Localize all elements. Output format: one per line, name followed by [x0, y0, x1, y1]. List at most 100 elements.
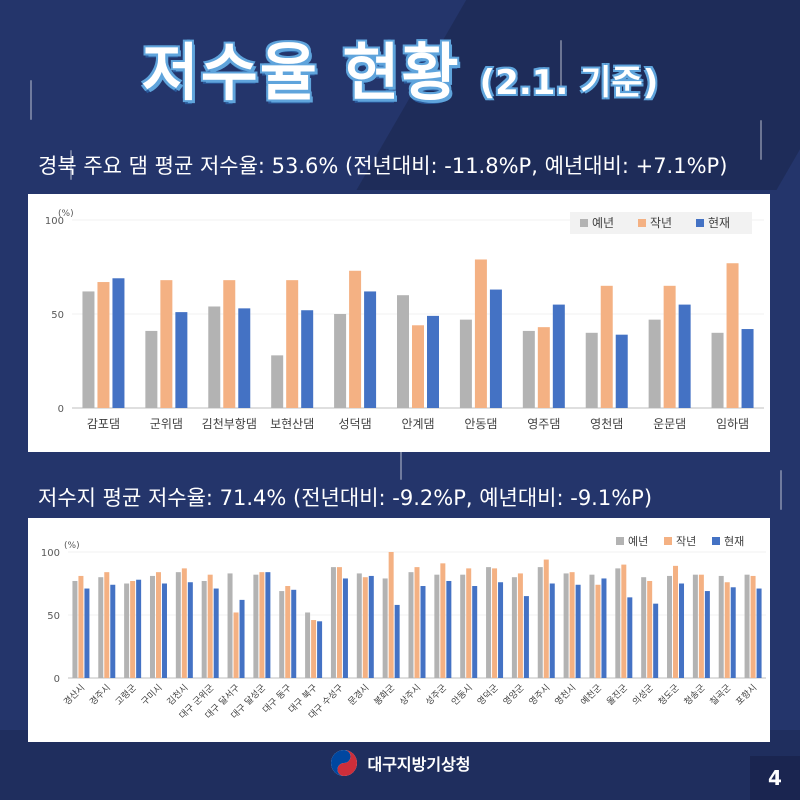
- bar-예년-안동댐: [459, 319, 472, 408]
- bar-예년-김천시: [175, 572, 181, 678]
- bar-예년-대구 북구: [305, 612, 311, 678]
- bar-예년-예천군: [589, 574, 595, 678]
- bar-현재-임하댐: [741, 329, 754, 408]
- bar-작년-문경시: [362, 577, 368, 678]
- bar-예년-영천시: [563, 573, 569, 678]
- bar-현재-영덕군: [498, 582, 504, 678]
- x-tick-label: 김천부항댐: [202, 416, 257, 431]
- bar-작년-상주시: [414, 567, 420, 678]
- bar-작년-안동시: [466, 568, 472, 678]
- bar-예년-문경시: [356, 573, 362, 678]
- x-tick-label: 영천댐: [590, 416, 623, 431]
- bar-현재-대구 군위군: [213, 588, 219, 678]
- bar-현재-상주시: [420, 586, 426, 678]
- x-tick-label: 운문댐: [653, 417, 686, 431]
- bar-작년-김천시: [181, 568, 187, 678]
- x-tick-label: 성덕댐: [339, 417, 372, 431]
- bar-예년-의성군: [641, 577, 647, 678]
- bar-예년-영천댐: [585, 332, 598, 408]
- bar-현재-안동댐: [489, 289, 502, 408]
- bar-예년-대구 수성구: [330, 567, 336, 678]
- bar-현재-감포댐: [112, 278, 125, 408]
- bar-작년-보현산댐: [286, 280, 299, 408]
- bar-예년-군위댐: [145, 330, 158, 408]
- bar-현재-경산시: [84, 588, 90, 678]
- y-tick-label: 50: [51, 310, 64, 321]
- bar-작년-예천군: [595, 584, 601, 678]
- bar-작년-성주군: [440, 563, 446, 678]
- bar-작년-김천부항댐: [223, 280, 236, 408]
- bar-예년-대구 달서구: [227, 573, 233, 678]
- org-name: 대구지방기상청: [367, 755, 471, 774]
- x-tick-label: 보현산댐: [270, 417, 314, 431]
- bar-예년-임하댐: [711, 332, 724, 408]
- bar-작년-대구 동구: [285, 586, 291, 678]
- bar-작년-의성군: [647, 580, 653, 678]
- bar-작년-안계댐: [412, 325, 424, 408]
- kma-logo-icon: [331, 750, 358, 776]
- rain-drop: [760, 120, 762, 160]
- x-tick-label: 구미시: [139, 682, 164, 707]
- legend-swatch-작년: [664, 537, 672, 545]
- bar-작년-경주시: [104, 572, 110, 678]
- bar-작년-대구 수성구: [336, 567, 342, 678]
- bar-작년-영주시: [543, 559, 549, 678]
- legend-label-현재: 현재: [724, 535, 744, 548]
- bar-예년-김천부항댐: [208, 306, 221, 408]
- bar-현재-대구 동구: [291, 589, 297, 678]
- bar-작년-영천시: [569, 572, 575, 678]
- bar-작년-칠곡군: [724, 582, 730, 678]
- legend-swatch-현재: [712, 537, 720, 545]
- bar-작년-안동댐: [474, 259, 487, 408]
- bar-현재-안계댐: [427, 315, 439, 408]
- rain-drop: [30, 80, 32, 120]
- bar-작년-포항시: [750, 575, 756, 678]
- x-tick-label: 성주군: [424, 682, 449, 707]
- bar-현재-영양군: [523, 596, 529, 678]
- x-tick-label: 청송군: [682, 682, 707, 707]
- bar-현재-울진군: [627, 597, 633, 678]
- bar-현재-보현산댐: [301, 310, 314, 408]
- dam-chart-panel: 0 50 100 (%) 감포댐 군위댐 김천부항댐 보현산댐 성덕댐 안계댐 안동댐 영주댐 영천댐 운…: [28, 194, 770, 452]
- bar-현재-대구 달서구: [239, 599, 245, 678]
- x-tick-label: 문경시: [345, 682, 371, 708]
- bar-작년-대구 달성군: [259, 572, 265, 678]
- bar-현재-영주댐: [552, 304, 565, 408]
- legend-label-예년: 예년: [592, 216, 614, 230]
- bar-현재-김천시: [187, 582, 193, 678]
- bar-예년-영주댐: [522, 330, 535, 408]
- bar-현재-고령군: [136, 579, 142, 678]
- bar-예년-운문댐: [648, 319, 661, 408]
- legend-label-작년: 작년: [650, 216, 672, 230]
- bar-작년-성덕댐: [349, 270, 362, 408]
- y-tick-label: 0: [58, 404, 64, 415]
- page-title: 저수율 현황: [141, 36, 461, 109]
- x-tick-label: 영양군: [501, 682, 526, 707]
- x-tick-label: 고령군: [113, 682, 139, 708]
- bar-작년-고령군: [130, 580, 136, 678]
- bar-예년-영양군: [511, 577, 517, 678]
- y-tick-label: 0: [54, 674, 60, 685]
- bar-작년-영천댐: [600, 285, 613, 408]
- bar-현재-김천부항댐: [238, 308, 251, 408]
- x-tick-label: 영주시: [527, 682, 552, 707]
- legend-swatch-예년: [580, 219, 588, 227]
- bar-작년-운문댐: [663, 285, 676, 408]
- bar-예년-포항시: [744, 574, 750, 678]
- x-tick-label: 상주시: [398, 682, 423, 707]
- legend-swatch-현재: [696, 219, 704, 227]
- x-tick-label: 청도군: [656, 682, 681, 707]
- bar-작년-감포댐: [97, 282, 110, 408]
- bar-현재-대구 달성군: [265, 572, 271, 678]
- bar-현재-성덕댐: [364, 291, 377, 408]
- y-tick-label: 100: [41, 548, 60, 559]
- bar-현재-영천댐: [615, 334, 628, 408]
- bar-현재-칠곡군: [730, 587, 736, 678]
- bar-현재-봉화군: [394, 604, 400, 678]
- bar-작년-대구 군위군: [207, 574, 213, 678]
- bar-현재-성주군: [446, 580, 452, 678]
- bar-현재-문경시: [368, 575, 374, 678]
- x-tick-label: 군위댐: [150, 417, 183, 431]
- reservoir-section-heading: 저수지 평균 저수율: 71.4% (전년대비: -9.2%P, 예년대비: -…: [38, 486, 653, 510]
- x-tick-label: 김천시: [164, 682, 190, 708]
